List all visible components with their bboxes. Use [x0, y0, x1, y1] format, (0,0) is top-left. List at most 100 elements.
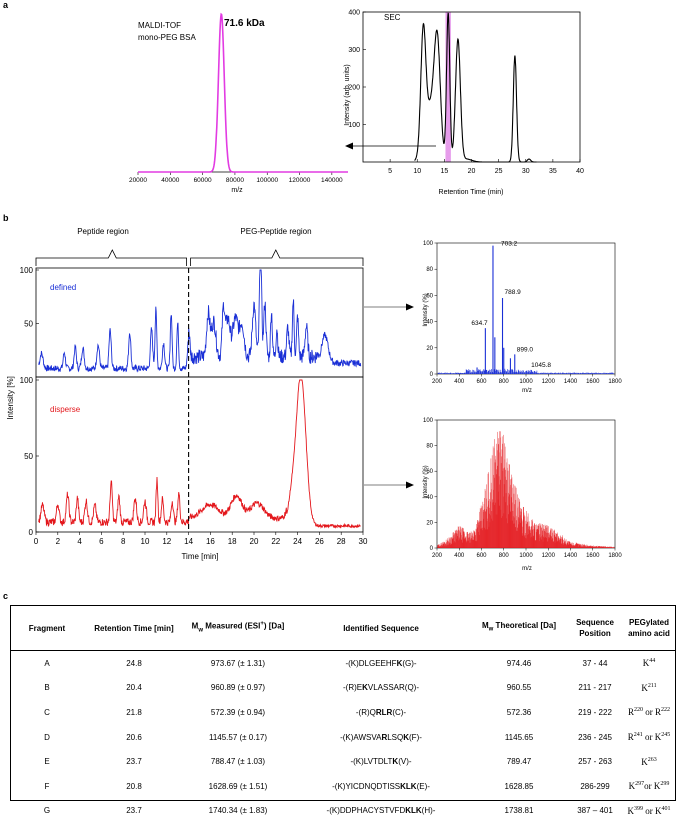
table-cell-mw_theo: 960.55	[471, 676, 567, 701]
ms-defined-peak-label: 1045.8	[531, 362, 551, 369]
table-cell-mw_theo: 974.46	[471, 651, 567, 676]
table-cell-mw_theo: 572.36	[471, 700, 567, 725]
ms-disperse-x-tick-label: 600	[476, 553, 487, 559]
table-cell-seq: -(K)LVTDLTK(V)-	[291, 749, 471, 774]
ms-disperse-y-tick-label: 100	[423, 418, 434, 424]
table-cell-aa: K211	[623, 676, 675, 701]
table-cell-seq: -(K)YICDNQDTISSKLK(E)-	[291, 774, 471, 799]
table-cell-mw_meas: 572.39 (± 0.94)	[185, 700, 291, 725]
table-cell-mw_theo: 789.47	[471, 749, 567, 774]
table-header-seq: Identified Sequence	[291, 606, 471, 651]
table-cell-fragment: E	[11, 749, 83, 774]
ms-defined-y-tick-label: 100	[423, 241, 434, 247]
table-cell-mw_meas: 1145.57 (± 0.17)	[185, 725, 291, 750]
ms-defined-x-tick-label: 600	[476, 379, 487, 385]
table-cell-aa: K399 or K401	[623, 799, 675, 823]
table-cell-rt: 23.7	[83, 749, 185, 774]
table-header-pos: Sequence Position	[567, 606, 623, 651]
table-cell-mw_meas: 973.67 (± 1.31)	[185, 651, 291, 676]
ms-defined-x-tick-label: 1000	[519, 379, 533, 385]
table-cell-mw_theo: 1145.65	[471, 725, 567, 750]
table-cell-pos: 37 - 44	[567, 651, 623, 676]
table-cell-mw_meas: 960.89 (± 0.97)	[185, 676, 291, 701]
ms-disperse-x-label: m/z	[522, 566, 532, 572]
table-header-rt: Retention Time [min]	[83, 606, 185, 651]
table-cell-mw_meas: 1628.69 (± 1.51)	[185, 774, 291, 799]
table-cell-rt: 21.8	[83, 700, 185, 725]
ms-disperse-y-tick-label: 80	[426, 444, 433, 450]
ms-disperse-y-tick-label: 20	[426, 520, 433, 526]
table-cell-rt: 23.7	[83, 799, 185, 823]
table-cell-seq: -(R)QRLR(C)-	[291, 700, 471, 725]
table-cell-aa: K297or K299	[623, 774, 675, 799]
table-cell-pos: 387 – 401	[567, 799, 623, 823]
ms-defined-x-tick-label: 400	[454, 379, 465, 385]
table-cell-pos: 211 - 217	[567, 676, 623, 701]
ms-defined-x-tick-label: 1400	[564, 379, 578, 385]
ms-defined-plot-frame	[437, 243, 615, 374]
ms-defined-x-tick-label: 200	[432, 379, 443, 385]
ms-disperse-x-tick-label: 1800	[608, 553, 622, 559]
table-header-mw_meas: Mw Measured (ESI+) [Da]	[185, 606, 291, 651]
ms-disperse-x-tick-label: 1000	[519, 553, 533, 559]
ms-defined-x-label: m/z	[522, 388, 532, 394]
table-cell-mw_theo: 1628.85	[471, 774, 567, 799]
ms-disperse-x-tick-label: 1200	[542, 553, 556, 559]
ms-defined-x-tick-label: 800	[499, 379, 510, 385]
table-cell-rt: 20.8	[83, 774, 185, 799]
table-cell-aa: R241 or K245	[623, 725, 675, 750]
ms-disperse-x-tick-label: 1600	[586, 553, 600, 559]
ms-disperse-x-tick-label: 200	[432, 553, 443, 559]
table-cell-rt: 20.4	[83, 676, 185, 701]
table-cell-pos: 236 - 245	[567, 725, 623, 750]
ms-disperse-x-tick-label: 1400	[564, 553, 578, 559]
ms-defined-x-tick-label: 1800	[608, 379, 622, 385]
ms-defined-y-tick-label: 80	[426, 267, 433, 273]
ms-disperse-x-tick-label: 800	[499, 553, 510, 559]
table-cell-aa: R220 or R222	[623, 700, 675, 725]
table-header-fragment: Fragment	[11, 606, 83, 651]
table-cell-seq: -(R)EKVLASSAR(Q)-	[291, 676, 471, 701]
table-cell-fragment: D	[11, 725, 83, 750]
table-cell-rt: 20.6	[83, 725, 185, 750]
ms-defined-y-label: Intensity (%)	[423, 293, 429, 326]
table-header-aa: PEGylated amino acid	[623, 606, 675, 651]
ms-defined-peak-label: 703.2	[501, 241, 518, 248]
table-cell-fragment: A	[11, 651, 83, 676]
table-cell-mw_theo: 1738.81	[471, 799, 567, 823]
ms-defined-y-tick-label: 20	[426, 346, 433, 352]
ms-defined-peak-label: 899.0	[517, 346, 534, 353]
table-cell-aa: K44	[623, 651, 675, 676]
table-cell-fragment: C	[11, 700, 83, 725]
table-cell-pos: 257 - 263	[567, 749, 623, 774]
table-cell-fragment: B	[11, 676, 83, 701]
table-cell-seq: -(K)AWSVARLSQK(F)-	[291, 725, 471, 750]
table-cell-pos: 219 - 222	[567, 700, 623, 725]
ms-defined-x-tick-label: 1600	[586, 379, 600, 385]
ms-defined-peak-label: 634.7	[471, 320, 488, 327]
table-header-mw_theo: Mw Theoretical [Da]	[471, 606, 567, 651]
table-cell-rt: 24.8	[83, 651, 185, 676]
ms-disperse-x-tick-label: 400	[454, 553, 465, 559]
table-cell-mw_meas: 788.47 (± 1.03)	[185, 749, 291, 774]
table-cell-pos: 286-299	[567, 774, 623, 799]
ms-defined-x-tick-label: 1200	[542, 379, 556, 385]
table-cell-mw_meas: 1740.34 (± 1.83)	[185, 799, 291, 823]
table-cell-seq: -(K)DLGEEHFK(G)-	[291, 651, 471, 676]
table-cell-aa: K263	[623, 749, 675, 774]
table-cell-fragment: G	[11, 799, 83, 823]
ms-disperse-y-tick-label: 0	[430, 546, 434, 552]
table-cell-seq: -(K)DDPHACYSTVFDKLK(H)-	[291, 799, 471, 823]
